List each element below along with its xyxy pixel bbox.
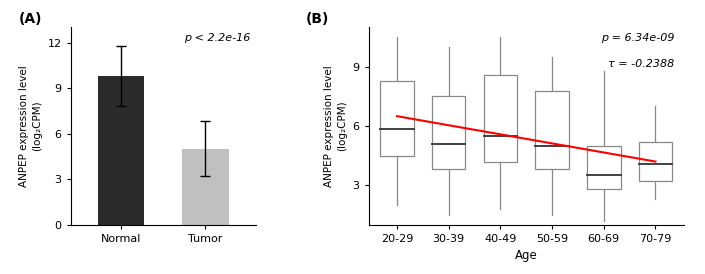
Bar xyxy=(380,81,414,156)
Text: p < 2.2e-16: p < 2.2e-16 xyxy=(184,33,250,43)
Bar xyxy=(535,90,569,169)
Bar xyxy=(587,146,620,189)
Bar xyxy=(432,96,465,169)
Bar xyxy=(98,76,145,225)
Bar xyxy=(484,75,517,162)
Text: (A): (A) xyxy=(18,12,42,25)
Text: (B): (B) xyxy=(305,12,329,25)
Text: τ = -0.2388: τ = -0.2388 xyxy=(608,59,675,69)
Bar xyxy=(182,149,228,225)
X-axis label: Age: Age xyxy=(515,249,538,262)
Y-axis label: ANPEP expression level
(log₂CPM): ANPEP expression level (log₂CPM) xyxy=(324,65,347,187)
Bar xyxy=(639,142,673,181)
Y-axis label: ANPEP expression level
(log₂CPM): ANPEP expression level (log₂CPM) xyxy=(18,65,42,187)
Text: p = 6.34e-09: p = 6.34e-09 xyxy=(601,33,675,43)
